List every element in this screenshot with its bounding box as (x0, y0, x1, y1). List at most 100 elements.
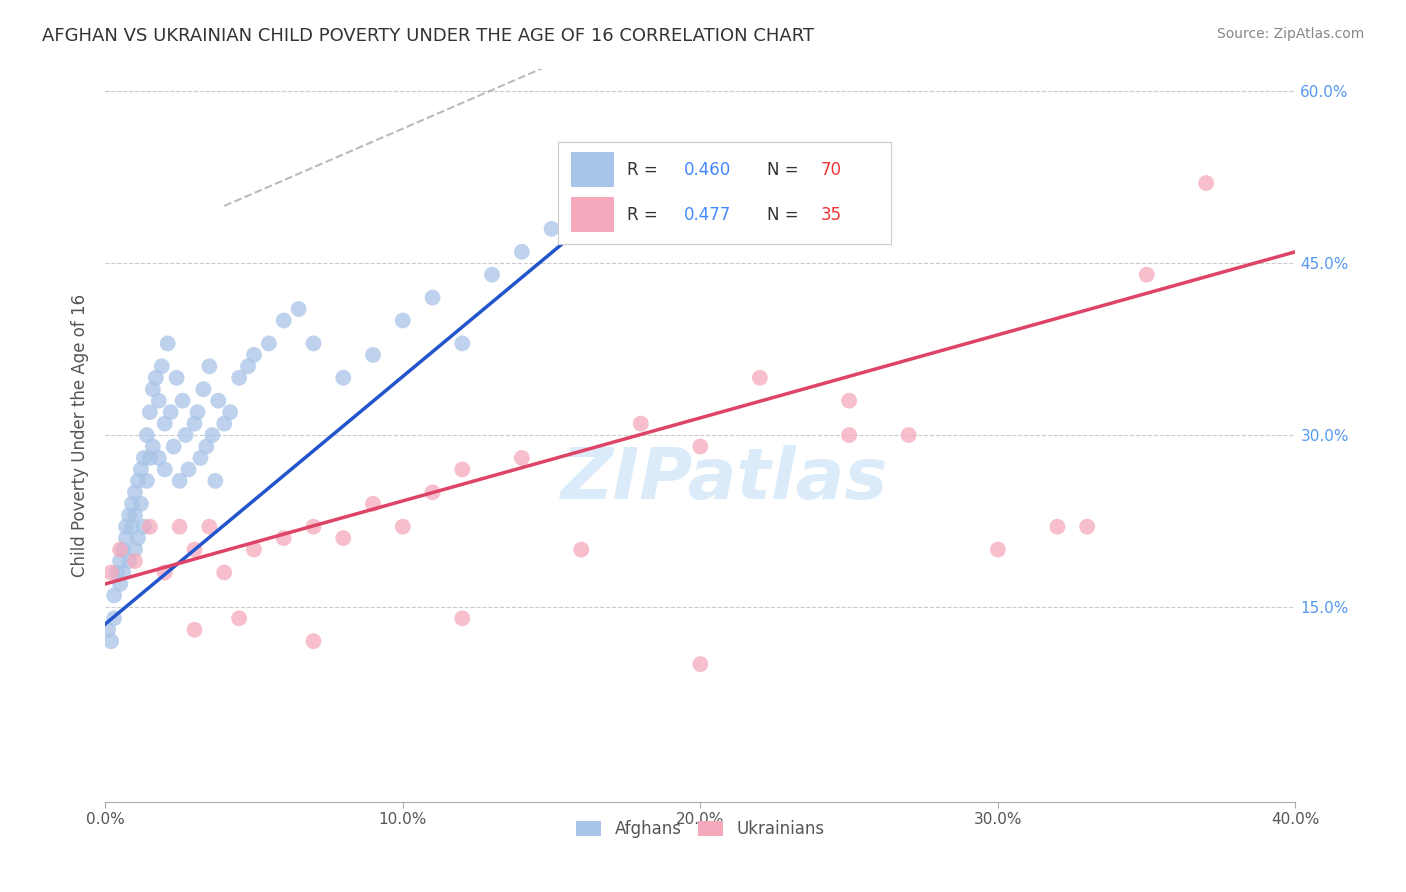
Point (1076, 519, 1098, 533)
Point (127, 474, 149, 488)
Point (115, 519, 138, 533)
Point (195, 440, 218, 454)
Point (257, 336, 280, 351)
Point (142, 440, 165, 454)
Point (129, 462, 152, 476)
Point (100, 634, 122, 648)
Text: AFGHAN VS UKRAINIAN CHILD POVERTY UNDER THE AGE OF 16 CORRELATION CHART: AFGHAN VS UKRAINIAN CHILD POVERTY UNDER … (42, 27, 814, 45)
Point (422, 291, 444, 305)
Point (186, 405, 208, 419)
Point (451, 336, 474, 351)
Point (100, 566, 122, 580)
Point (228, 371, 250, 385)
Point (166, 371, 188, 385)
Point (103, 588, 125, 602)
Point (451, 611, 474, 625)
Point (540, 222, 562, 236)
Point (302, 519, 325, 533)
Point (183, 623, 205, 637)
Point (689, 657, 711, 672)
Point (243, 348, 266, 362)
Point (287, 301, 309, 316)
Point (169, 519, 191, 533)
Point (204, 474, 226, 488)
Point (219, 405, 242, 419)
Point (118, 508, 141, 523)
Point (139, 450, 162, 465)
Point (153, 462, 176, 476)
Point (361, 348, 384, 362)
Point (153, 566, 176, 580)
Point (121, 519, 143, 533)
Point (169, 474, 191, 488)
Point (273, 313, 295, 327)
Point (236, 359, 259, 374)
Point (1046, 519, 1069, 533)
Point (302, 336, 325, 351)
Point (124, 542, 146, 557)
Point (97, 623, 120, 637)
Point (108, 542, 131, 557)
Point (1195, 176, 1218, 190)
Point (156, 336, 179, 351)
Point (212, 566, 235, 580)
Point (139, 405, 162, 419)
Point (108, 554, 131, 568)
Point (148, 450, 170, 465)
Point (391, 519, 413, 533)
Point (103, 611, 125, 625)
Point (510, 450, 533, 465)
Point (838, 393, 860, 408)
Point (124, 485, 146, 500)
Point (302, 634, 325, 648)
Point (361, 497, 384, 511)
Text: Source: ZipAtlas.com: Source: ZipAtlas.com (1216, 27, 1364, 41)
Point (510, 244, 533, 259)
Point (748, 371, 770, 385)
Point (115, 531, 138, 545)
Point (132, 450, 155, 465)
Point (193, 382, 215, 396)
Point (332, 371, 354, 385)
Text: ZIPatlas: ZIPatlas (561, 444, 887, 514)
Point (183, 542, 205, 557)
Point (172, 393, 194, 408)
Point (142, 382, 165, 396)
Point (332, 531, 354, 545)
Point (422, 485, 444, 500)
Point (183, 417, 205, 431)
Point (481, 268, 503, 282)
Point (391, 313, 413, 327)
Point (132, 519, 155, 533)
Point (190, 450, 212, 465)
Point (198, 359, 221, 374)
Point (897, 428, 920, 442)
Point (198, 519, 221, 533)
Point (112, 566, 135, 580)
Point (127, 531, 149, 545)
Point (139, 519, 162, 533)
Point (121, 497, 143, 511)
Point (1136, 268, 1159, 282)
Point (118, 554, 141, 568)
Point (148, 393, 170, 408)
Point (201, 428, 224, 442)
Point (105, 566, 128, 580)
Point (145, 371, 167, 385)
Point (174, 428, 197, 442)
Point (129, 497, 152, 511)
Point (569, 542, 592, 557)
Point (630, 417, 652, 431)
Point (112, 542, 135, 557)
Point (243, 542, 266, 557)
Point (163, 440, 186, 454)
Point (150, 359, 173, 374)
Point (124, 554, 146, 568)
Point (159, 405, 181, 419)
Point (212, 417, 235, 431)
Point (153, 417, 176, 431)
Point (273, 531, 295, 545)
Point (135, 428, 157, 442)
Point (987, 542, 1010, 557)
Point (124, 508, 146, 523)
